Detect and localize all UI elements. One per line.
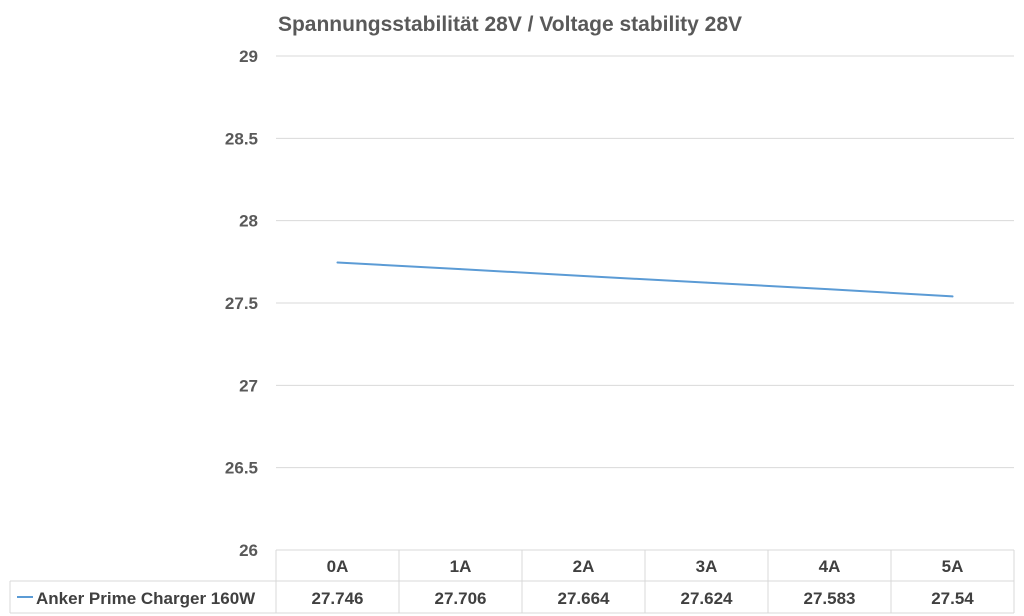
y-axis: 29 28.5 28 27.5 27 26.5 26 (225, 47, 258, 560)
chart-title: Spannungsstabilität 28V / Voltage stabil… (278, 13, 742, 36)
data-value-label: 27.746 (312, 589, 364, 608)
data-value-label: 27.664 (558, 589, 611, 608)
y-tick-label: 26.5 (225, 459, 258, 478)
series-layer (336, 261, 954, 298)
x-category-label: 0A (327, 557, 349, 576)
data-point (582, 275, 585, 277)
y-tick-label: 29 (239, 47, 258, 66)
data-table: 0A 27.746 1A 27.706 2A 27.664 3A 27.624 4A 27.583… (9, 549, 1015, 614)
x-category-label: 5A (942, 557, 964, 576)
data-point (828, 288, 831, 291)
data-point (336, 261, 339, 264)
data-value-label: 27.583 (804, 589, 856, 608)
y-tick-label: 28.5 (225, 129, 258, 148)
x-category-label: 1A (450, 557, 472, 576)
x-category-label: 4A (819, 557, 841, 576)
series-line (336, 261, 954, 298)
legend-series-name: Anker Prime Charger 160W (36, 589, 256, 608)
y-tick-label: 26 (239, 541, 258, 560)
y-tick-label: 27.5 (225, 294, 258, 313)
data-point (459, 268, 462, 270)
data-value-label: 27.624 (681, 589, 734, 608)
y-tick-label: 28 (239, 212, 258, 231)
gridlines (276, 55, 1014, 469)
data-point (705, 281, 708, 284)
data-point (951, 295, 954, 298)
x-category-label: 3A (696, 557, 718, 576)
x-category-label: 2A (573, 557, 595, 576)
data-value-label: 27.706 (435, 589, 487, 608)
data-value-label: 27.54 (931, 589, 974, 608)
y-tick-label: 27 (239, 376, 258, 395)
